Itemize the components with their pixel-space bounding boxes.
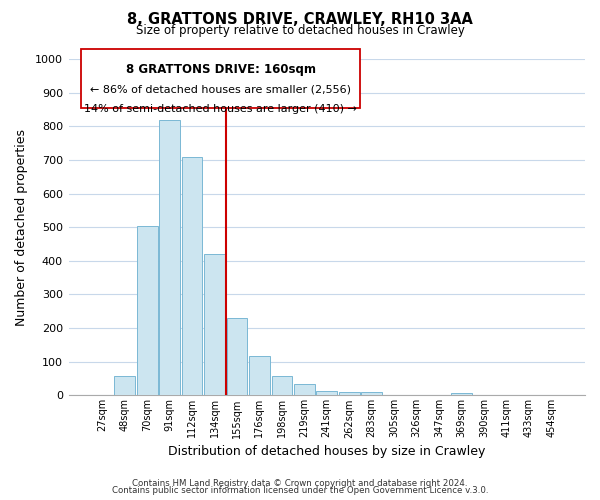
Bar (182, 156, 202, 396)
FancyBboxPatch shape (82, 49, 361, 108)
Y-axis label: Number of detached properties: Number of detached properties (15, 128, 28, 326)
Bar (294, 384, 314, 396)
Text: Contains HM Land Registry data © Crown copyright and database right 2024.: Contains HM Land Registry data © Crown c… (132, 478, 468, 488)
Bar (204, 254, 225, 396)
Text: Contains public sector information licensed under the Open Government Licence v.: Contains public sector information licen… (112, 486, 488, 495)
Bar (137, 226, 158, 396)
Text: 8, GRATTONS DRIVE, CRAWLEY, RH10 3AA: 8, GRATTONS DRIVE, CRAWLEY, RH10 3AA (127, 12, 473, 28)
Text: Size of property relative to detached houses in Crawley: Size of property relative to detached ho… (136, 24, 464, 37)
Bar (339, 392, 359, 396)
Text: 8 GRATTONS DRIVE: 160sqm: 8 GRATTONS DRIVE: 160sqm (126, 63, 316, 76)
Bar (361, 392, 382, 396)
Text: ← 86% of detached houses are smaller (2,556): ← 86% of detached houses are smaller (2,… (91, 85, 352, 95)
Bar (272, 376, 292, 396)
X-axis label: Distribution of detached houses by size in Crawley: Distribution of detached houses by size … (168, 444, 485, 458)
Bar (115, 376, 135, 396)
Bar (160, 120, 180, 396)
Bar (316, 391, 337, 396)
Bar (227, 318, 247, 396)
Bar (451, 392, 472, 396)
Bar (249, 356, 270, 396)
Text: 14% of semi-detached houses are larger (410) →: 14% of semi-detached houses are larger (… (85, 104, 358, 115)
